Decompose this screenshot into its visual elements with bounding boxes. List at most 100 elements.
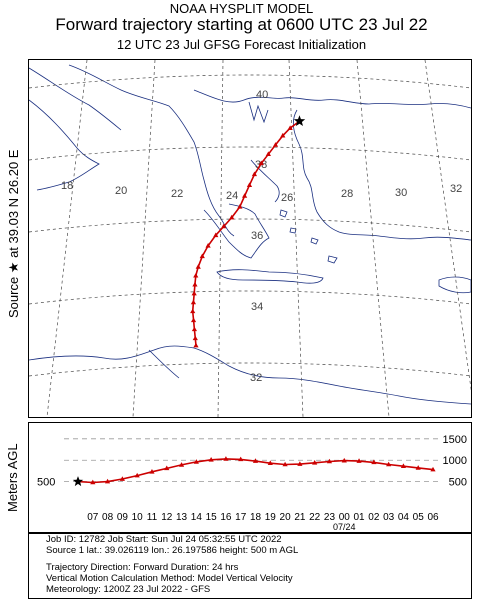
model-name: NOAA HYSPLIT MODEL [169,1,314,16]
height-marker [208,456,214,462]
trajectory-map: 40 38 36 34 32 18 20 22 24 26 28 30 32 [29,60,471,417]
height-y-tick-label: 500 [449,477,467,489]
height-x-tick-label: 23 [324,512,336,523]
height-marker [104,478,111,484]
source-location-text: Source ★ at 39.03 N 26.20 E [6,149,21,318]
height-x-tick-label: 09 [117,512,129,523]
plot-title: Forward trajectory starting at 0600 UTC … [55,15,428,34]
height-x-tick-label: 21 [294,512,306,523]
info-frame [28,533,472,599]
height-marker [90,479,96,485]
lat-label-34: 34 [251,301,263,313]
height-x-tick-label: 07 [87,512,99,523]
height-x-tick-label: 19 [265,512,277,523]
trajectory-marker [191,326,198,332]
height-marker [371,459,377,465]
trajectory-marker [246,182,253,187]
height-x-tick-label: 10 [132,512,144,523]
height-x-tick-label: 02 [368,512,380,523]
lon-label-32: 32 [450,183,462,195]
info-source-line: Source 1 lat.: 39.026119 lon.: 26.197586… [46,545,299,556]
height-x-tick-label: 00 [339,512,351,523]
height-x-tick-label: 14 [191,512,203,523]
info-direction-line: Trajectory Direction: Forward Duration: … [46,562,239,573]
trajectory-marker [193,272,199,278]
height-series [72,456,436,487]
trajectory-marker [190,308,196,314]
trajectory-marker [195,264,201,269]
height-x-tick-label: 20 [280,512,292,523]
height-x-tick-label: 01 [353,512,365,523]
lon-label-24: 24 [226,190,238,202]
trajectory-marker [190,299,197,305]
trajectory-marker [287,125,293,130]
trajectory-marker [251,171,258,177]
height-x-tick-label: 15 [206,512,218,523]
source-location-label: Source ★ at 39.03 N 26.20 E [6,150,26,338]
lon-label-28: 28 [341,188,353,200]
height-marker [341,457,347,463]
height-x-tick-label: 13 [176,512,188,523]
lat-label-40: 40 [256,89,268,101]
trajectory-marker [265,151,271,156]
height-marker [415,465,421,470]
lat-label-32: 32 [250,372,262,384]
height-source-star-icon [72,476,84,487]
source-star-icon [293,115,306,126]
height-x-tick-label: 17 [235,512,247,523]
lon-label-30: 30 [395,187,407,199]
trajectory-marker [205,243,211,248]
height-x-tick-label: 06 [427,512,439,523]
height-marker [178,462,185,467]
height-x-tick-label: 04 [398,512,410,523]
info-vertical-method-line: Vertical Motion Calculation Method: Mode… [46,573,293,584]
height-chart-frame: 500 1000 1500 500 07 08 09 10 11 12 13 14 15 16 17 18 1… [28,422,472,533]
trajectory-line [191,120,300,346]
height-marker [356,458,362,463]
trajectory-marker [191,290,197,296]
height-date-label: 07/24 [333,522,356,532]
height-marker [193,459,199,464]
trajectory-marker [237,204,243,209]
height-marker [134,472,140,478]
height-x-tick-label: 22 [309,512,321,523]
height-x-tick-label: 16 [220,512,232,523]
trajectory-marker [199,253,205,259]
trajectory-path [190,115,306,348]
trajectory-marker [221,223,227,229]
height-gridlines: 500 1000 1500 500 [37,434,467,489]
lon-label-26: 26 [281,192,293,204]
height-marker [223,456,229,461]
height-marker [282,461,288,467]
trajectory-marker [192,281,198,287]
height-marker [326,458,333,464]
height-x-tick-label: 03 [383,512,395,523]
height-x-ticks: 07 08 09 10 11 12 13 14 15 16 17 18 19 20 21 22 23 00 01 02… [87,512,439,532]
height-marker [297,461,303,466]
height-marker [119,476,125,481]
plot-subtitle: 12 UTC 23 Jul GFSG Forecast Initializati… [116,37,367,52]
info-meteorology-line: Meteorology: 1200Z 23 Jul 2022 - GFS [46,584,211,595]
trajectory-marker [272,142,279,147]
lat-label-36: 36 [251,230,263,242]
lon-label-18: 18 [61,180,73,192]
graticule-labels: 40 38 36 34 32 18 20 22 24 26 28 30 32 [61,89,462,384]
height-marker [400,463,407,469]
height-marker [164,465,170,471]
height-y-tick-label: 1500 [443,434,467,446]
height-y-tick-label: 1000 [443,455,467,467]
height-x-tick-label: 18 [250,512,262,523]
trajectory-marker [192,335,198,341]
height-marker [149,468,155,474]
height-marker [267,460,273,466]
height-x-tick-label: 05 [413,512,425,523]
coastlines [29,64,471,405]
height-start-label: 500 [37,477,55,489]
trajectory-marker [258,160,264,166]
height-x-tick-label: 08 [102,512,114,523]
height-marker [312,459,318,465]
height-x-tick-label: 11 [147,512,158,523]
height-marker [252,458,259,463]
height-marker [238,456,244,462]
